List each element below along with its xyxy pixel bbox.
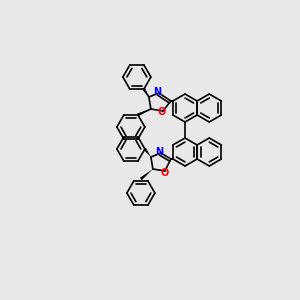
Text: N: N [153,87,161,97]
Text: N: N [155,147,163,157]
Polygon shape [142,88,149,97]
Polygon shape [140,169,153,180]
Polygon shape [137,109,151,116]
Text: O: O [161,168,169,178]
Text: O: O [158,107,166,117]
Polygon shape [144,148,151,157]
